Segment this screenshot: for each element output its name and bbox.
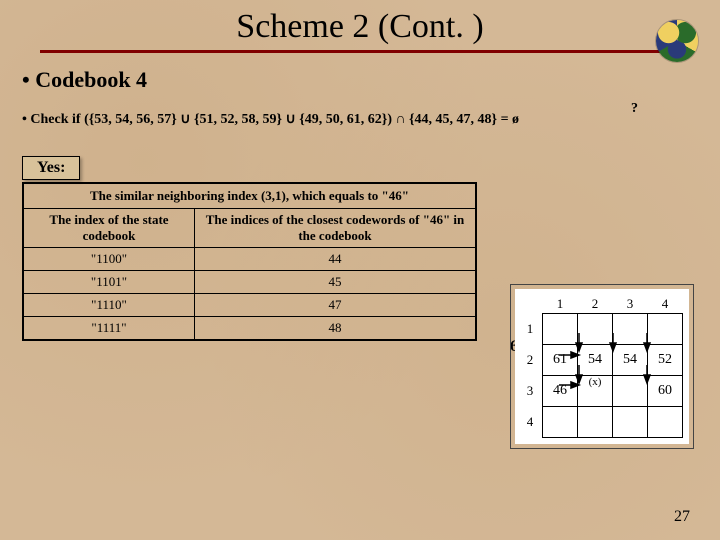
cell-index: "1101" — [23, 271, 195, 294]
grid-inner: 1 2 3 4 1 2 61 54(x) 54 52 3 46 — [515, 289, 689, 444]
grid-col-2: 2 — [578, 295, 613, 314]
grid-cell: 46 — [543, 376, 578, 407]
table-caption: The similar neighboring index (3,1), whi… — [23, 183, 476, 209]
grid-cell — [648, 314, 683, 345]
yes-box-wrap: Yes: — [22, 156, 698, 180]
grid-cell — [648, 407, 683, 438]
decorative-logo — [656, 20, 698, 62]
yes-label: Yes: — [22, 156, 80, 180]
table-head-right: The indices of the closest codewords of … — [195, 209, 477, 248]
grid-cell: 54 — [613, 345, 648, 376]
cell-index: "1110" — [23, 294, 195, 317]
grid-cell: 54(x) — [578, 345, 613, 376]
table-row: "1111"48 — [23, 317, 476, 341]
grid-cell — [613, 407, 648, 438]
grid-cell: 60 — [648, 376, 683, 407]
cell-index: "1111" — [23, 317, 195, 341]
grid-col-3: 3 — [613, 295, 648, 314]
title-block: Scheme 2 (Cont. ) — [0, 0, 720, 53]
grid-row-3: 3 — [521, 376, 543, 407]
grid-table: 1 2 3 4 1 2 61 54(x) 54 52 3 46 — [521, 295, 683, 438]
info-table: The similar neighboring index (3,1), whi… — [22, 182, 477, 341]
table-row: "1110"47 — [23, 294, 476, 317]
formula-text: • Check if ({53, 54, 56, 57} ∪ {51, 52, … — [22, 112, 519, 127]
cell-value: 47 — [195, 294, 477, 317]
grid-cell — [613, 376, 648, 407]
formula-line: ? • Check if ({53, 54, 56, 57} ∪ {51, 52… — [22, 111, 698, 128]
codebook-heading: • Codebook 4 — [22, 67, 698, 93]
grid-cell — [578, 407, 613, 438]
cell-value: 44 — [195, 248, 477, 271]
grid-col-1: 1 — [543, 295, 578, 314]
grid-row-4: 4 — [521, 407, 543, 438]
grid-row-1: 1 — [521, 314, 543, 345]
table-row: "1100"44 — [23, 248, 476, 271]
grid-cell: 52 — [648, 345, 683, 376]
table-row: "1101"45 — [23, 271, 476, 294]
grid-cell — [578, 376, 613, 407]
grid-cell — [578, 314, 613, 345]
grid-figure: 1 2 3 4 1 2 61 54(x) 54 52 3 46 — [510, 284, 694, 449]
grid-cell-val: 54 — [588, 352, 602, 367]
cell-index: "1100" — [23, 248, 195, 271]
grid-cell — [543, 407, 578, 438]
cell-value: 48 — [195, 317, 477, 341]
grid-row-2: 2 — [521, 345, 543, 376]
cell-value: 45 — [195, 271, 477, 294]
grid-cell — [613, 314, 648, 345]
grid-cell: 61 — [543, 345, 578, 376]
grid-col-4: 4 — [648, 295, 683, 314]
grid-cell — [543, 314, 578, 345]
table-head-left: The index of the state codebook — [23, 209, 195, 248]
question-mark: ? — [631, 101, 638, 117]
slide-title: Scheme 2 (Cont. ) — [236, 8, 483, 46]
slide-number: 27 — [674, 508, 690, 526]
